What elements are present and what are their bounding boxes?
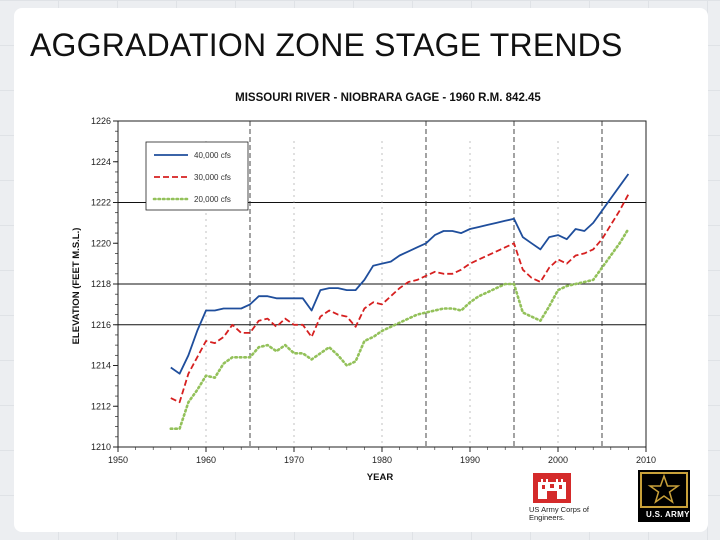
slide-title: AGGRADATION ZONE STAGE TRENDS xyxy=(30,27,623,63)
x-tick-label: 1990 xyxy=(460,455,480,465)
chart-title: MISSOURI RIVER - NIOBRARA GAGE - 1960 R.… xyxy=(235,92,541,104)
y-tick-label: 1226 xyxy=(91,116,111,126)
us-army-label: U.S. ARMY xyxy=(646,510,690,519)
usace-logo-text: US Army Corps of Engineers. xyxy=(529,505,590,522)
y-tick-label: 1224 xyxy=(91,157,111,167)
x-tick-label: 1970 xyxy=(284,455,304,465)
usace-castle-logo xyxy=(533,473,571,503)
legend-label-0: 40,000 cfs xyxy=(194,151,231,160)
us-army-star-logo xyxy=(638,470,690,522)
x-tick-label: 1960 xyxy=(196,455,216,465)
y-tick-label: 1222 xyxy=(91,198,111,208)
x-tick-label: 1950 xyxy=(108,455,128,465)
y-tick-label: 1218 xyxy=(91,279,111,289)
x-axis-label: YEAR xyxy=(367,472,394,483)
y-tick-label: 1214 xyxy=(91,361,111,371)
legend-label-1: 30,000 cfs xyxy=(194,173,231,182)
series-line-2 xyxy=(169,227,630,431)
x-tick-label: 2010 xyxy=(636,455,656,465)
y-tick-label: 1210 xyxy=(91,442,111,452)
y-tick-label: 1212 xyxy=(91,401,111,411)
y-tick-label: 1220 xyxy=(91,238,111,248)
series-line-0 xyxy=(170,173,630,375)
series-line-1 xyxy=(170,193,630,404)
x-tick-label: 2000 xyxy=(548,455,568,465)
y-axis-label: ELEVATION (FEET M.S.L.) xyxy=(71,228,82,345)
x-tick-label: 1980 xyxy=(372,455,392,465)
legend-label-2: 20,000 cfs xyxy=(194,195,231,204)
y-tick-label: 1216 xyxy=(91,320,111,330)
